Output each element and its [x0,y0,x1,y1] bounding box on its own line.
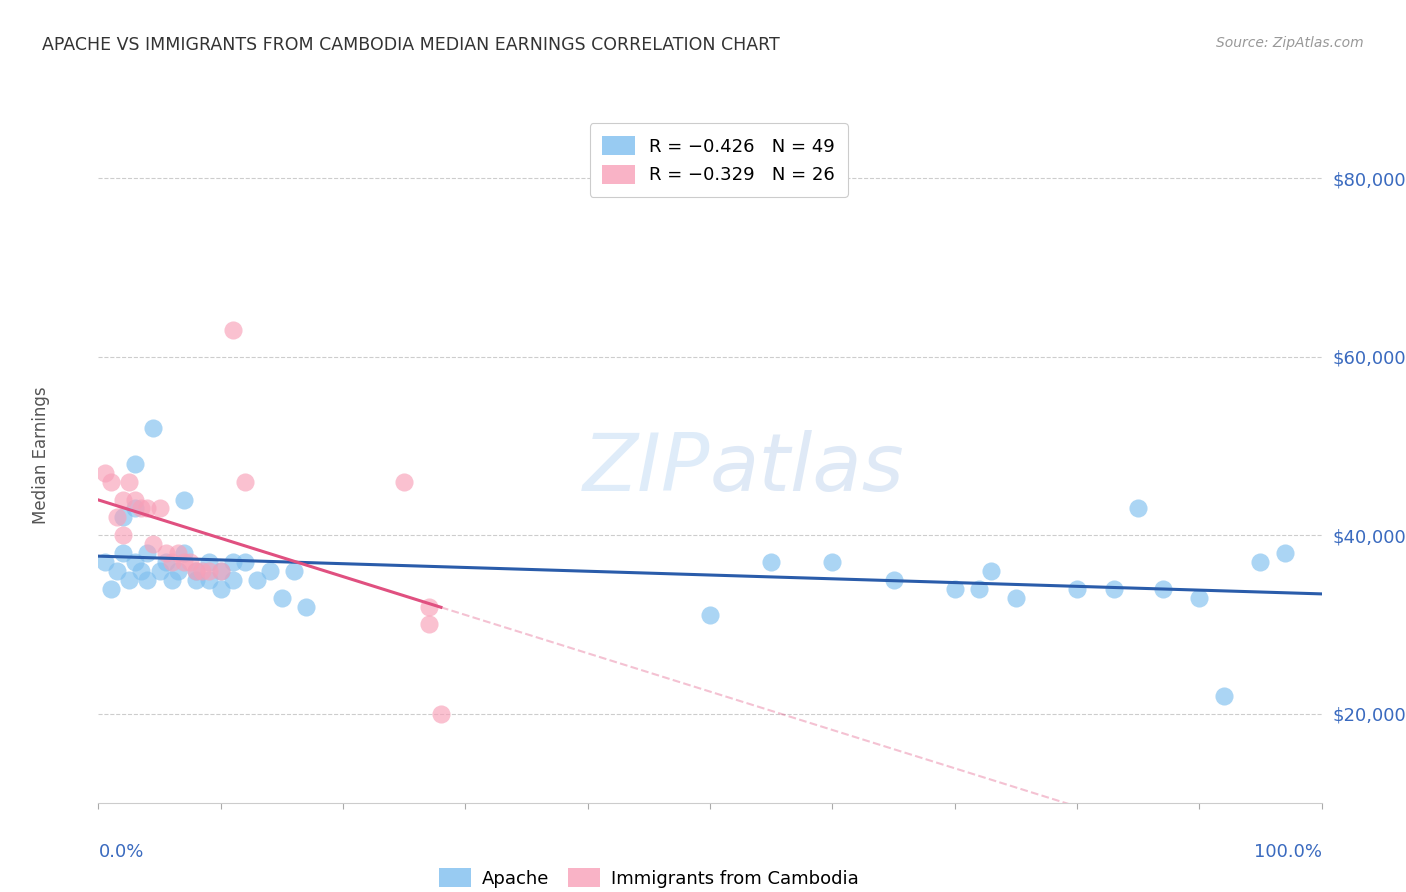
Point [186,564,208,578]
Point [883,573,905,587]
Point [136,546,159,560]
Point [197,555,219,569]
Point [209,582,232,596]
Point [100,582,122,596]
Point [1066,582,1088,596]
Point [186,573,208,587]
Point [111,528,134,542]
Point [111,492,134,507]
Point [136,501,159,516]
Point [155,546,177,560]
Point [1128,501,1150,516]
Point [222,555,245,569]
Point [173,546,195,560]
Point [270,591,294,605]
Point [93,466,115,480]
Text: 0.0%: 0.0% [98,843,143,861]
Point [105,564,128,578]
Point [149,564,172,578]
Point [1004,591,1026,605]
Y-axis label: Median Earnings: Median Earnings [32,386,49,524]
Point [124,492,146,507]
Point [233,475,256,489]
Point [1249,555,1271,569]
Point [149,501,172,516]
Point [136,573,159,587]
Point [173,555,195,569]
Point [100,475,122,489]
Point [124,555,146,569]
Point [1188,591,1211,605]
Point [118,475,141,489]
Point [967,582,990,596]
Point [943,582,966,596]
Point [209,564,232,578]
Point [222,323,245,337]
Point [1274,546,1296,560]
Point [197,564,219,578]
Point [821,555,844,569]
Point [761,555,783,569]
Point [111,546,134,560]
Point [124,501,146,516]
Point [167,564,190,578]
Point [197,573,219,587]
Text: 100.0%: 100.0% [1254,843,1322,861]
Text: atlas: atlas [710,430,905,508]
Text: Source: ZipAtlas.com: Source: ZipAtlas.com [1216,36,1364,50]
Point [418,599,440,614]
Point [209,564,232,578]
Point [129,564,152,578]
Point [430,706,453,721]
Point [93,555,115,569]
Point [191,564,214,578]
Point [1152,582,1174,596]
Point [111,510,134,524]
Point [155,555,177,569]
Point [186,564,208,578]
Point [699,608,721,623]
Point [173,492,195,507]
Legend: Apache, Immigrants from Cambodia: Apache, Immigrants from Cambodia [432,861,866,892]
Point [105,510,128,524]
Point [222,573,245,587]
Point [160,573,183,587]
Point [283,564,305,578]
Text: ZIP: ZIP [582,430,710,508]
Point [179,555,201,569]
Point [418,617,440,632]
Point [129,501,152,516]
Point [142,421,165,435]
Text: APACHE VS IMMIGRANTS FROM CAMBODIA MEDIAN EARNINGS CORRELATION CHART: APACHE VS IMMIGRANTS FROM CAMBODIA MEDIA… [42,36,780,54]
Point [167,546,190,560]
Point [1212,689,1234,703]
Point [233,555,256,569]
Point [259,564,281,578]
Point [1102,582,1125,596]
Point [118,573,141,587]
Point [124,457,146,471]
Point [980,564,1002,578]
Point [142,537,165,551]
Point [392,475,416,489]
Point [246,573,269,587]
Point [295,599,318,614]
Point [160,555,183,569]
